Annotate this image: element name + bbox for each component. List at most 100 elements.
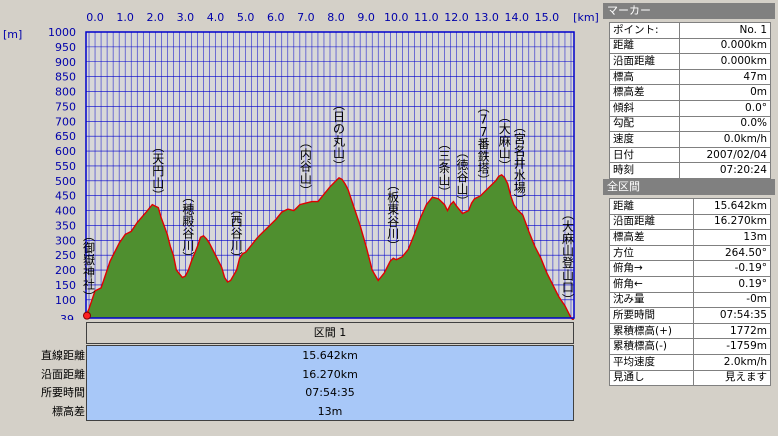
info-row: 方位 264.50°: [608, 244, 771, 262]
info-label: 傾斜: [608, 99, 681, 117]
waypoint-label-char: 麻: [499, 133, 511, 148]
waypoint-label-char: 麻: [562, 231, 574, 246]
waypoint-label-char: 7: [480, 125, 488, 139]
info-value: 16.270km: [693, 213, 771, 231]
info-value: 2007/02/04: [679, 146, 771, 164]
waypoint-label: ︵三条山︶: [438, 137, 450, 200]
y-unit-label: [m]: [3, 28, 22, 41]
waypoint-label-char: ︵: [300, 135, 312, 149]
waypoint-label-char: 山: [562, 268, 574, 282]
y-tick-label: 200: [55, 264, 76, 277]
info-row: 沈み量 -0m: [608, 291, 771, 309]
waypoint-label-char: ︶: [499, 159, 511, 173]
y-tick-label: 150: [55, 279, 76, 292]
waypoint-label: ︵板東谷川︶: [387, 178, 399, 253]
y-tick-label: 900: [55, 56, 76, 69]
waypoint-label-char: 谷: [387, 215, 399, 229]
waypoint-label-char: ︵: [457, 146, 469, 160]
info-row: 沿面距離 16.270km: [608, 213, 771, 231]
y-tick-label: 100: [55, 294, 76, 307]
summary-value: 16.270km: [302, 367, 358, 381]
info-row: 累積標高(+) 1772m: [608, 322, 771, 340]
waypoint-label-char: 川: [182, 239, 194, 253]
waypoint-label-char: ︶: [152, 189, 164, 203]
info-value: 0m: [679, 84, 771, 101]
waypoint-label-char: ︶: [478, 174, 490, 188]
info-row: 見通し 見えます: [608, 369, 771, 387]
waypoint-label-char: 円: [152, 164, 164, 178]
waypoint-label-char: 川: [231, 239, 243, 253]
waypoint-label: ︵日の丸山︶: [333, 98, 345, 173]
summary-label: 所要時間: [41, 386, 85, 399]
waypoint-label-char: ︵: [182, 190, 194, 204]
waypoint-label-char: 谷: [182, 227, 194, 241]
y-tick-label: 850: [55, 71, 76, 84]
x-tick-label: 3.0: [177, 11, 195, 24]
y-min-label: 39: [60, 313, 74, 320]
summary-value: 15.642km: [302, 349, 358, 362]
x-tick-label: 13.0: [474, 11, 499, 24]
x-tick-label: 12.0: [444, 11, 469, 24]
waypoint-label-char: 社: [83, 277, 95, 292]
y-tick-label: 700: [55, 115, 76, 128]
info-label: 見通し: [608, 369, 695, 387]
waypoint-label-char: 山: [152, 176, 164, 190]
summary-label: 直線距離: [41, 349, 85, 362]
waypoint-label: ︵大麻山登山口︶: [562, 207, 574, 306]
info-row: 日付 2007/02/04: [608, 146, 771, 164]
y-tick-label: 550: [55, 160, 76, 173]
info-value: 0.000km: [679, 37, 771, 55]
info-label: 勾配: [608, 115, 681, 133]
info-label: 日付: [608, 146, 681, 164]
info-value: 0.0%: [679, 115, 771, 133]
waypoint-label-char: 大: [499, 122, 511, 136]
waypoint-label-char: ︶: [562, 293, 574, 307]
waypoint-label-char: 番: [478, 137, 490, 151]
x-tick-label: 8.0: [327, 11, 345, 24]
info-row: 距離 15.642km: [608, 198, 771, 215]
info-value: No. 1: [679, 22, 771, 39]
info-value: 47m: [679, 68, 771, 86]
waypoint-label-char: ︵: [438, 137, 450, 151]
waypoint-label-char: ︵: [387, 178, 399, 192]
x-tick-label: 10.0: [384, 11, 409, 24]
y-tick-label: 950: [55, 41, 76, 54]
info-row: 所要時間 07:54:35: [608, 307, 771, 324]
total-info-table: 距離 15.642km 沿面距離 16.270km 標高差 13m 方位 264.50° 俯角→…: [608, 198, 771, 387]
waypoint-label-char: の: [333, 122, 345, 136]
y-tick-label: 500: [55, 175, 76, 188]
waypoint-label-char: 山: [333, 147, 345, 161]
info-value: 見えます: [693, 369, 771, 387]
info-value: 2.0km/h: [693, 353, 771, 371]
waypoint-label-char: ︵: [83, 229, 95, 243]
waypoint-label-char: ︵: [231, 202, 243, 216]
waypoint-label: ︵御嶽神社︶: [83, 229, 95, 304]
start-marker-icon: [83, 311, 91, 320]
waypoint-label-char: 口: [562, 281, 574, 295]
info-label: 沿面距離: [608, 53, 681, 70]
info-label: 所要時間: [608, 307, 695, 324]
waypoint-label-char: 板: [387, 190, 399, 204]
waypoint-label-char: 川: [387, 227, 399, 241]
info-value: 1772m: [693, 322, 771, 340]
waypoint-label-char: 東: [387, 203, 399, 217]
info-value: 0.19°: [693, 275, 771, 293]
info-value: 07:54:35: [693, 307, 771, 324]
x-tick-label: 11.0: [414, 11, 439, 24]
waypoint-label-char: 場: [514, 181, 526, 195]
info-value: 0.000km: [679, 53, 771, 70]
waypoint-label-char: 御: [83, 240, 95, 255]
waypoint-label-char: ︵: [562, 207, 574, 221]
info-row: 沿面距離 0.000km: [608, 53, 771, 70]
info-label: 平均速度: [608, 353, 695, 371]
section-header[interactable]: 区間 1: [86, 322, 574, 344]
y-tick-label: 800: [55, 86, 76, 99]
y-tick-label: 1000: [48, 26, 76, 39]
info-value: 07:20:24: [679, 162, 771, 179]
info-value: 0.0°: [679, 99, 771, 117]
waypoint-label-char: 谷: [231, 227, 243, 241]
waypoint-label-char: ︵: [499, 110, 511, 124]
waypoint-label-char: 神: [83, 265, 95, 279]
